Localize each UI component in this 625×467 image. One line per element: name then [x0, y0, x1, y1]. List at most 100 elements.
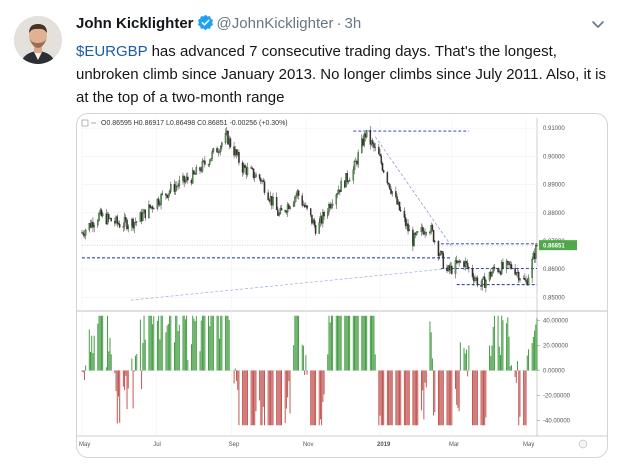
- candle-body: [311, 214, 313, 224]
- candle-body: [127, 226, 129, 230]
- indicator-axis-label: 40.00000: [543, 319, 569, 325]
- candle-body: [98, 213, 100, 221]
- candle-body: [195, 167, 198, 175]
- candle-body: [446, 267, 448, 272]
- candle-body: [502, 262, 504, 269]
- candle-body: [390, 189, 392, 194]
- author-handle[interactable]: @JohnKicklighter: [216, 15, 334, 32]
- candle-body: [142, 212, 144, 221]
- candle-body: [275, 196, 278, 210]
- candle-body: [482, 276, 485, 280]
- chevron-down-icon[interactable]: [590, 16, 606, 32]
- candle-body: [115, 216, 117, 224]
- time-axis-label: May: [79, 442, 90, 448]
- candle-body: [153, 208, 155, 210]
- candle-body: [345, 173, 347, 188]
- tweet-text-body: has advanced 7 consecutive trading days.…: [76, 43, 606, 106]
- candle-body: [369, 130, 372, 145]
- tweet-media-chart[interactable]: 0.910000.900000.890000.880000.870000.860…: [76, 113, 608, 458]
- candle-body: [312, 219, 314, 224]
- candle-body: [510, 264, 513, 269]
- candle-body: [278, 213, 280, 216]
- candle-body: [347, 181, 350, 183]
- candle-body: [497, 268, 499, 273]
- candle-body: [161, 193, 164, 195]
- candle-body: [250, 167, 252, 169]
- candle-body: [458, 260, 460, 263]
- candle-body: [330, 205, 333, 209]
- candle-body: [516, 272, 519, 274]
- candle-body: [442, 253, 445, 268]
- candle-body: [432, 230, 435, 242]
- candle-body: [396, 196, 398, 205]
- candle-body: [133, 222, 136, 229]
- candle-body: [535, 245, 537, 259]
- candle-body: [255, 174, 257, 178]
- candle-body: [326, 211, 329, 217]
- timestamp[interactable]: 3h: [344, 15, 362, 32]
- cashtag-link[interactable]: $EURGBP: [76, 43, 148, 60]
- candle-body: [106, 214, 109, 225]
- candle-body: [246, 167, 249, 175]
- candle-body: [218, 151, 221, 153]
- indicator-axis-label: 0.00000: [543, 369, 565, 375]
- candle-body: [101, 213, 104, 217]
- candle-body: [524, 278, 526, 281]
- author-name[interactable]: John Kicklighter: [76, 15, 194, 32]
- candle-body: [226, 130, 228, 134]
- avatar[interactable]: [14, 16, 62, 64]
- candle-body: [466, 263, 469, 268]
- candle-body: [424, 232, 426, 235]
- candle-body: [90, 221, 93, 228]
- candle-body: [190, 180, 193, 184]
- candle-body: [184, 179, 187, 183]
- candle-body: [156, 198, 159, 209]
- candle-body: [306, 205, 308, 209]
- candle-body: [131, 218, 133, 227]
- candle-body: [423, 230, 425, 235]
- candle-body: [509, 264, 511, 266]
- candle-body: [182, 175, 184, 181]
- candle-body: [284, 210, 286, 212]
- candle-body: [116, 216, 119, 224]
- candle-body: [211, 151, 213, 159]
- candle-body: [178, 180, 181, 186]
- candle-body: [236, 152, 239, 155]
- candle-body: [451, 265, 453, 274]
- candle-body: [292, 202, 295, 207]
- candle-body: [160, 194, 162, 205]
- candle-body: [381, 163, 384, 171]
- candle-body: [252, 168, 255, 178]
- candle-body: [234, 149, 237, 156]
- candle-body: [357, 152, 359, 165]
- candle-body: [272, 196, 274, 206]
- candle-body: [126, 219, 128, 230]
- price-axis-label: 0.88000: [543, 211, 565, 217]
- candle-body: [412, 229, 414, 247]
- candle-body: [294, 197, 296, 203]
- candle-body: [279, 208, 282, 215]
- candle-body: [335, 194, 338, 205]
- candle-body: [481, 278, 484, 287]
- candle-body: [318, 222, 320, 234]
- candle-body: [191, 170, 194, 184]
- candle-body: [100, 209, 103, 217]
- candle-body: [515, 272, 518, 275]
- candle-body: [406, 223, 408, 227]
- candle-body: [167, 193, 170, 198]
- candle-body: [404, 217, 407, 227]
- candle-body: [224, 133, 227, 144]
- candle-body: [263, 181, 266, 193]
- candle-body: [483, 276, 486, 288]
- candle-body: [267, 192, 269, 201]
- candle-body: [337, 189, 340, 194]
- candle-body: [82, 232, 84, 235]
- candle-body: [331, 204, 334, 206]
- candle-body: [522, 278, 525, 279]
- candle-body: [485, 280, 487, 288]
- candle-body: [448, 265, 451, 271]
- candle-body: [243, 165, 245, 173]
- candle-body: [108, 214, 110, 219]
- last-price-label: 0.86851: [543, 244, 565, 250]
- candle-body: [261, 180, 263, 182]
